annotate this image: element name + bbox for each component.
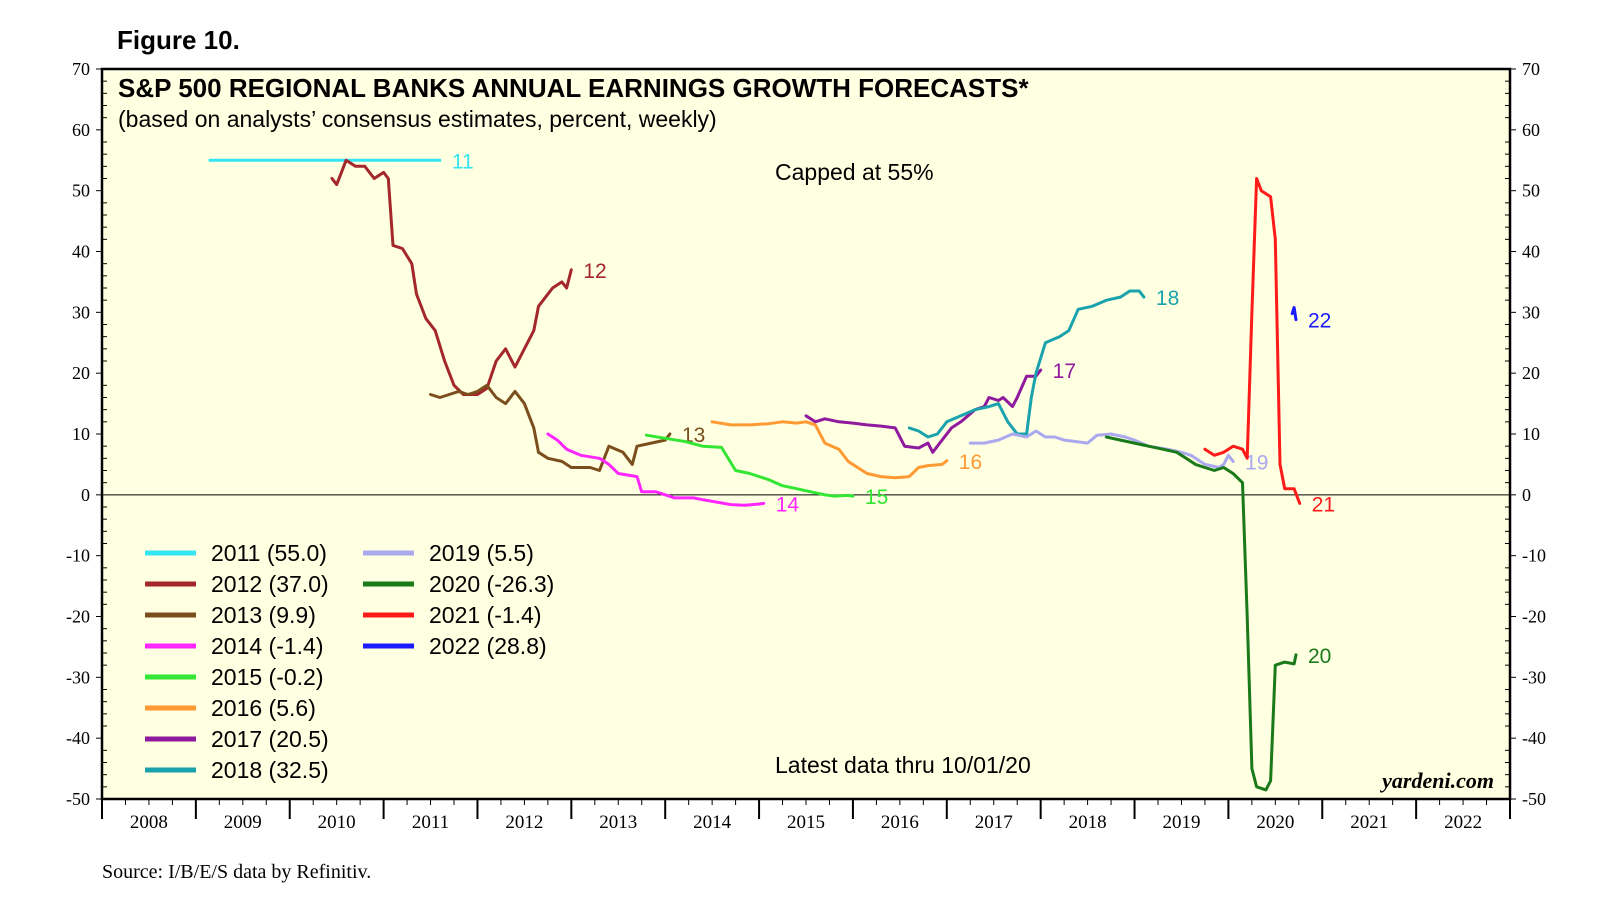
- y-tick-label-left: 10: [72, 424, 90, 444]
- x-tick-label: 2019: [1162, 812, 1200, 833]
- x-tick-label: 2013: [599, 812, 637, 833]
- series-end-label-2015: 15: [865, 486, 888, 509]
- legend: 2011 (55.0) 2012 (37.0) 2013 (9.9) 2014 (-1…: [145, 540, 554, 783]
- x-tick-label: 2022: [1444, 812, 1482, 833]
- legend-label-2013: 2013 (9.9): [211, 602, 316, 628]
- x-axis: 2008 2009 2010 2011 2012 2013 2014 2015 2016 2017…: [101, 799, 1511, 833]
- legend-label-2022: 2022 (28.8): [429, 633, 547, 659]
- legend-label-2017: 2017 (20.5): [211, 726, 329, 752]
- x-tick-label: 2011: [412, 812, 449, 833]
- series-line-2014: [546, 432, 766, 507]
- series-end-label-2020: 20: [1308, 645, 1331, 668]
- x-tick-label: 2009: [224, 812, 262, 833]
- series-line-2018: [907, 289, 1146, 439]
- y-tick-label-right: -20: [1522, 607, 1546, 627]
- y-axis-right: 70 60 50 40 30 20 10 0 -10 -20 -30 -40 -50: [1505, 59, 1546, 809]
- series-line-2013: [429, 383, 672, 472]
- y-tick-label-right: -50: [1522, 789, 1546, 809]
- y-tick-label-right: 70: [1522, 59, 1540, 79]
- series-end-label-2011: 11: [452, 150, 474, 173]
- x-tick-label: 2015: [787, 812, 825, 833]
- y-tick-label-left: 30: [72, 302, 90, 322]
- y-tick-label-left: -50: [66, 789, 90, 809]
- y-tick-label-left: -30: [66, 667, 90, 687]
- series-line-2012: [330, 158, 573, 396]
- x-tick-label: 2021: [1350, 812, 1388, 833]
- y-tick-label-right: 50: [1522, 181, 1540, 201]
- y-tick-label-left: -20: [66, 607, 90, 627]
- x-tick-label: 2017: [975, 812, 1013, 833]
- x-tick-label: 2010: [318, 812, 356, 833]
- series-end-label-2017: 17: [1053, 360, 1076, 383]
- legend-label-2011: 2011 (55.0): [211, 540, 327, 566]
- series-line-2022: [1290, 306, 1298, 322]
- legend-label-2021: 2021 (-1.4): [429, 602, 542, 628]
- y-tick-label-right: 20: [1522, 363, 1540, 383]
- series-line-2020: [1104, 435, 1298, 792]
- y-tick-label-left: 40: [72, 242, 90, 262]
- y-tick-label-right: -40: [1522, 728, 1546, 748]
- legend-label-2018: 2018 (32.5): [211, 757, 329, 783]
- y-tick-label-left: 0: [81, 485, 90, 505]
- latest-data-note: Latest data thru 10/01/20: [775, 752, 1031, 778]
- x-tick-label: 2008: [130, 812, 168, 833]
- legend-label-2015: 2015 (-0.2): [211, 664, 324, 690]
- series-end-label-2016: 16: [959, 451, 982, 474]
- x-tick-label: 2018: [1069, 812, 1107, 833]
- x-tick-label: 2020: [1256, 812, 1294, 833]
- series-end-label-2022: 22: [1308, 310, 1331, 333]
- series-line-2016: [710, 420, 949, 480]
- series-end-label-2021: 21: [1312, 493, 1335, 516]
- y-tick-label-right: 30: [1522, 302, 1540, 322]
- series-line-2019: [968, 429, 1235, 469]
- legend-label-2014: 2014 (-1.4): [211, 633, 324, 659]
- series-line-2021: [1203, 177, 1302, 505]
- y-tick-label-left: 70: [72, 59, 90, 79]
- y-tick-label-left: -40: [66, 728, 90, 748]
- x-tick-label: 2016: [881, 812, 919, 833]
- y-tick-label-right: -10: [1522, 546, 1546, 566]
- y-tick-label-right: 0: [1522, 485, 1531, 505]
- y-tick-label-right: 60: [1522, 120, 1540, 140]
- legend-label-2019: 2019 (5.5): [429, 540, 534, 566]
- series-end-label-2019: 19: [1245, 451, 1268, 474]
- series-line-2015: [644, 433, 855, 498]
- series-end-label-2014: 14: [776, 493, 800, 516]
- y-tick-label-left: 50: [72, 181, 90, 201]
- legend-label-2020: 2020 (-26.3): [429, 571, 554, 597]
- y-tick-label-left: 60: [72, 120, 90, 140]
- series-end-label-2012: 12: [583, 260, 606, 283]
- y-tick-label-right: 10: [1522, 424, 1540, 444]
- cap-note: Capped at 55%: [775, 159, 934, 185]
- y-tick-label-left: 20: [72, 363, 90, 383]
- y-tick-label-right: -30: [1522, 667, 1546, 687]
- chart-subtitle: (based on analysts’ consensus estimates,…: [118, 106, 717, 132]
- legend-label-2016: 2016 (5.6): [211, 695, 316, 721]
- y-axis-left: 70 60 50 40 30 20 10 0 -10 -20 -30 -40 -50: [66, 59, 107, 809]
- chart-title: S&P 500 REGIONAL BANKS ANNUAL EARNINGS G…: [118, 73, 1029, 103]
- y-tick-label-right: 40: [1522, 242, 1540, 262]
- series-line-2017: [804, 368, 1043, 454]
- x-tick-label: 2012: [505, 812, 543, 833]
- y-tick-label-left: -10: [66, 546, 90, 566]
- source-note: Source: I/B/E/S data by Refinitiv.: [102, 861, 371, 883]
- legend-label-2012: 2012 (37.0): [211, 571, 329, 597]
- x-tick-label: 2014: [693, 812, 732, 833]
- brand-watermark: yardeni.com: [1379, 768, 1494, 793]
- series-end-label-2018: 18: [1156, 287, 1179, 310]
- figure-label: Figure 10.: [117, 25, 240, 55]
